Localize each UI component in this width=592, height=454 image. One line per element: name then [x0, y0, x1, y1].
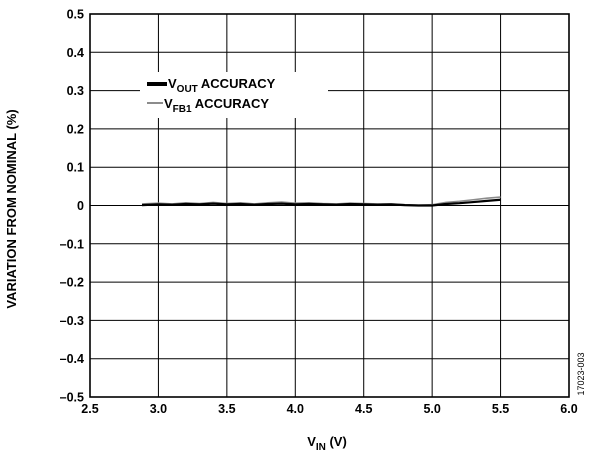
x-axis-label: VIN (V)	[307, 434, 347, 453]
y-axis-label: VARIATION FROM NOMINAL (%)	[4, 109, 19, 308]
x-tick-label: 3.0	[150, 402, 167, 416]
series-layer	[141, 196, 501, 207]
y-tick-label: –0.3	[60, 314, 84, 328]
legend-background	[140, 72, 328, 118]
legend-label-vfb1: VFB1 ACCURACY	[164, 96, 269, 115]
y-tick-label: –0.1	[60, 237, 84, 251]
figure-id: 17023-003	[576, 352, 586, 395]
legend-label-vout: VOUT ACCURACY	[168, 76, 276, 95]
tick-labels: 2.5 3.0 3.5 4.0 4.5 5.0 5.5 6.0 0.5 0.4 0.3 0.2 0.1 0…	[60, 8, 578, 417]
x-tick-label: 4.5	[355, 402, 372, 416]
legend: VOUT ACCURACY VFB1 ACCURACY	[140, 72, 328, 118]
x-tick-label: 5.0	[423, 402, 440, 416]
y-tick-label: –0.2	[60, 276, 84, 290]
y-tick-label: 0.3	[67, 84, 84, 98]
plot-frame	[89, 13, 570, 398]
y-tick-label: 0	[77, 199, 84, 213]
y-tick-label: 0.5	[67, 8, 84, 22]
x-tick-label: 4.0	[287, 402, 304, 416]
y-tick-label: –0.5	[60, 391, 84, 405]
x-tick-label: 2.5	[81, 402, 98, 416]
y-tick-label: –0.4	[60, 352, 84, 366]
series-line-vout	[141, 198, 501, 207]
x-tick-label: 3.5	[218, 402, 235, 416]
y-tick-label: 0.2	[67, 122, 84, 136]
y-tick-label: 0.1	[67, 161, 84, 175]
x-tick-label: 6.0	[560, 402, 577, 416]
y-tick-label: 0.4	[67, 46, 84, 60]
x-tick-label: 5.5	[492, 402, 509, 416]
